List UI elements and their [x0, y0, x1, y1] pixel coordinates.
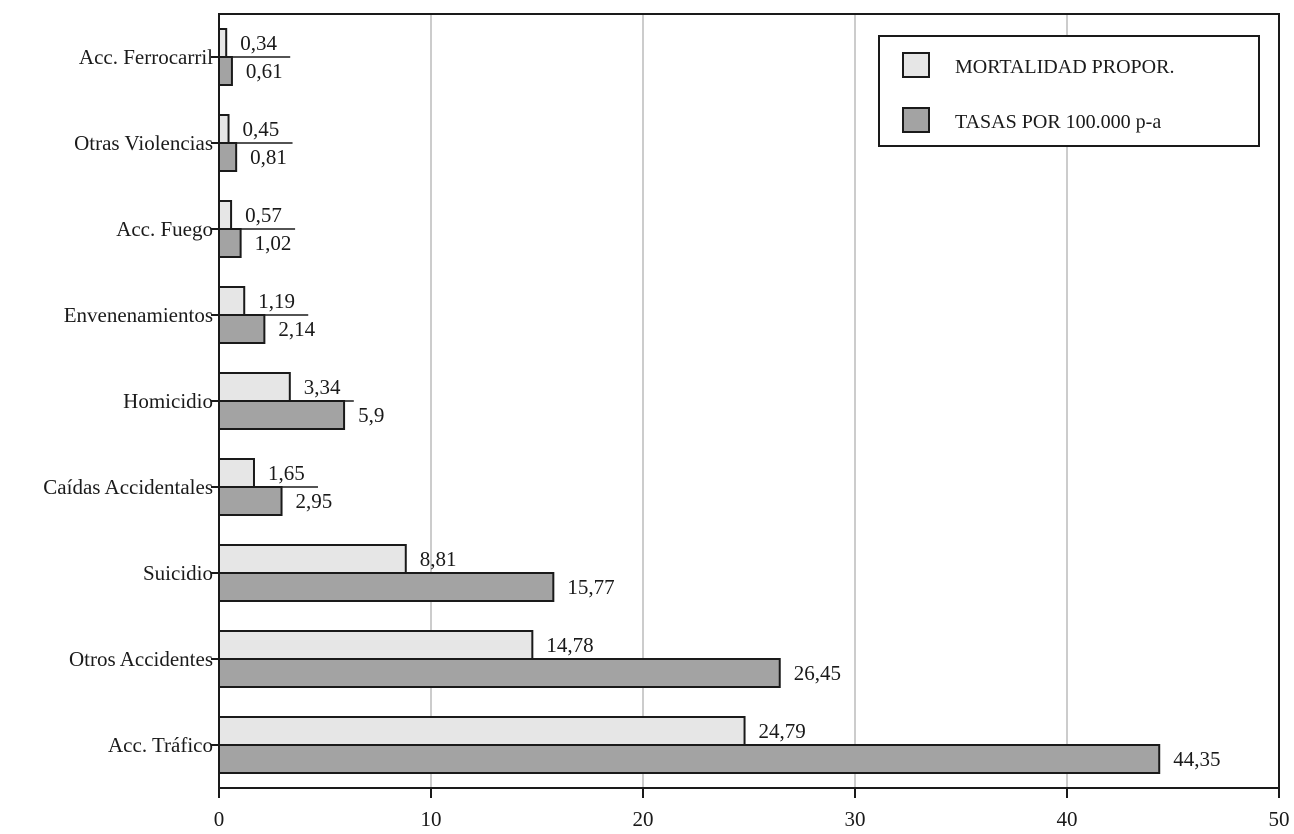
bar-mortalidad — [218, 372, 291, 402]
data-label-mortalidad: 8,81 — [420, 547, 457, 571]
bar-tasas — [218, 314, 266, 344]
data-label-tasas: 2,95 — [296, 489, 333, 513]
bar-tasas — [218, 744, 1161, 774]
bar-tasas — [218, 56, 233, 86]
data-label-tasas: 26,45 — [794, 661, 841, 685]
x-tick-label: 0 — [214, 807, 225, 831]
x-tick-label: 50 — [1269, 807, 1290, 831]
bar-mortalidad — [218, 114, 230, 144]
data-label-mortalidad: 3,34 — [304, 375, 341, 399]
x-tick-label: 30 — [845, 807, 866, 831]
category-label: Acc. Tráfico — [108, 733, 213, 757]
category-labels: Acc. Ferrocarril Otras Violencias Acc. Fue… — [43, 45, 219, 757]
legend-label-tasas: TASAS POR 100.000 p-a — [955, 111, 1161, 133]
bar-mortalidad — [218, 716, 746, 746]
data-label-mortalidad: 1,19 — [258, 289, 295, 313]
x-tick-label: 20 — [633, 807, 654, 831]
bar-mortalidad — [218, 544, 407, 574]
bar-tasas — [218, 572, 555, 602]
data-label-mortalidad: 0,57 — [245, 203, 282, 227]
x-tick-label: 10 — [421, 807, 442, 831]
legend-swatch-mortalidad — [902, 52, 930, 78]
data-label-tasas: 0,81 — [250, 145, 287, 169]
bar-mortalidad — [218, 200, 233, 230]
category-label: Otras Violencias — [74, 131, 213, 155]
data-label-tasas: 15,77 — [567, 575, 614, 599]
category-label: Otros Accidentes — [69, 647, 213, 671]
bar-mortalidad — [218, 630, 534, 660]
legend: MORTALIDAD PROPOR. TASAS POR 100.000 p-a — [878, 35, 1260, 147]
data-label-tasas: 44,35 — [1173, 747, 1220, 771]
category-label: Acc. Fuego — [116, 217, 213, 241]
data-label-tasas: 0,61 — [246, 59, 283, 83]
bar-tasas — [218, 228, 242, 258]
category-label: Acc. Ferrocarril — [79, 45, 213, 69]
category-label: Suicidio — [143, 561, 213, 585]
data-label-mortalidad: 0,45 — [243, 117, 280, 141]
bars: 0,34 0,61 0,45 0,81 0,57 1,02 1,19 2,14 3,34 5,9 1… — [218, 28, 1220, 774]
data-label-tasas: 2,14 — [278, 317, 315, 341]
data-label-mortalidad: 14,78 — [546, 633, 593, 657]
data-label-mortalidad: 1,65 — [268, 461, 305, 485]
data-label-mortalidad: 0,34 — [240, 31, 277, 55]
bar-tasas — [218, 486, 283, 516]
legend-swatch-tasas — [902, 107, 930, 133]
data-label-tasas: 1,02 — [255, 231, 292, 255]
bar-tasas — [218, 400, 346, 430]
category-label: Homicidio — [123, 389, 213, 413]
bar-tasas — [218, 142, 238, 172]
x-tick-label: 40 — [1057, 807, 1078, 831]
legend-label-mortalidad: MORTALIDAD PROPOR. — [955, 56, 1174, 78]
x-axis-ticks: 0 10 20 30 40 50 — [214, 788, 1290, 831]
bar-mortalidad — [218, 28, 228, 58]
bar-mortalidad — [218, 286, 246, 316]
bar-mortalidad — [218, 458, 255, 488]
legend-box — [878, 35, 1260, 147]
data-label-tasas: 5,9 — [358, 403, 384, 427]
category-label: Caídas Accidentales — [43, 475, 213, 499]
bar-tasas — [218, 658, 781, 688]
category-label: Envenenamientos — [64, 303, 213, 327]
data-label-mortalidad: 24,79 — [759, 719, 806, 743]
